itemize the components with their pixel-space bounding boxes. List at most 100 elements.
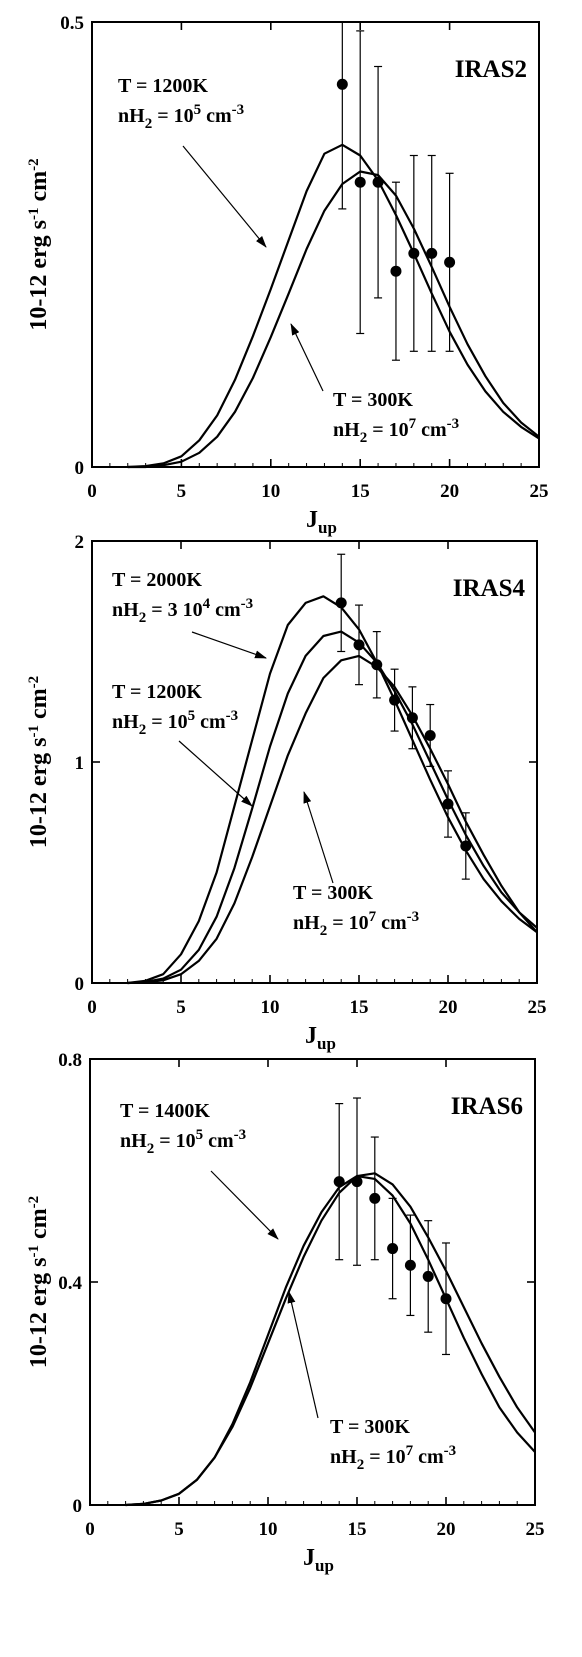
annotation-density-sup: 4	[203, 596, 211, 612]
x-axis-label: Jup	[303, 1545, 334, 1575]
annotation-temperature: T = 300K	[330, 1416, 410, 1438]
annotation-density: nH2 = 107 cm-3	[330, 1443, 456, 1473]
annotation-temperature: T = 1400K	[120, 1100, 210, 1122]
annotation-temperature: T = 300K	[333, 389, 413, 411]
data-point	[372, 176, 384, 188]
annotation-density-sub: 2	[145, 116, 153, 132]
annotation-density-sup: 7	[406, 1443, 414, 1459]
annotation-density-unit-sup: -3	[447, 416, 460, 432]
annotation-arrow	[191, 631, 267, 659]
plot-frame	[91, 21, 540, 468]
data-point	[406, 712, 418, 724]
annotation-temperature: T = 1200K	[118, 75, 208, 97]
annotation-density: nH2 = 105 cm-3	[118, 102, 244, 132]
x-axis-label-main: J	[303, 1545, 315, 1571]
y-tick-label: 1	[75, 753, 85, 774]
y-tick-label: 0.8	[58, 1050, 82, 1071]
annotation-arrow	[178, 740, 253, 807]
annotation-density-unit-sup: -3	[241, 596, 254, 612]
annotation-density-prefix: nH	[330, 1446, 357, 1468]
panel-title: IRAS2	[455, 56, 527, 83]
x-axis-label: Jup	[305, 1023, 336, 1053]
y-label-sup: -2	[26, 158, 42, 171]
annotation-density-prefix: nH	[293, 912, 320, 934]
annotation-arrow	[290, 323, 324, 392]
annotation-density: nH2 = 105 cm-3	[120, 1127, 246, 1157]
data-point	[387, 1243, 399, 1255]
annotation-density-sub: 2	[147, 1141, 155, 1157]
y-tick-label: 0.5	[60, 13, 84, 34]
data-point	[422, 1270, 434, 1282]
panel-title: IRAS6	[451, 1093, 523, 1120]
annotation-density-prefix: nH	[120, 1130, 147, 1152]
x-axis-label-main: J	[306, 507, 318, 533]
y-tick-label: 0	[75, 458, 85, 479]
y-label-sup: -1	[26, 208, 42, 221]
annotation-density-unit: cm	[413, 1446, 444, 1468]
annotation-density-unit-sup: -3	[407, 909, 420, 925]
y-tick-label: 0	[75, 974, 85, 995]
x-tick-label: 20	[437, 1519, 456, 1540]
y-tick-label: 0.4	[58, 1273, 82, 1294]
x-tick-label: 20	[440, 481, 459, 502]
data-point	[335, 597, 347, 609]
annotation-density-prefix: nH	[118, 105, 145, 127]
annotation-density-sup: 7	[409, 416, 417, 432]
annotation-temperature: T = 2000K	[112, 569, 202, 591]
data-point	[353, 639, 365, 651]
annotation-density-unit: cm	[376, 912, 407, 934]
annotation-density-mid: = 10	[327, 912, 368, 934]
x-tick-label: 20	[439, 997, 458, 1018]
annotation-density: nH2 = 3 104 cm-3	[112, 596, 253, 626]
y-label-sup: -1	[26, 725, 42, 738]
data-point	[336, 78, 348, 90]
x-axis-label-main: J	[305, 1023, 317, 1049]
annotation-density-prefix: nH	[112, 711, 139, 733]
annotation-arrow	[287, 1291, 319, 1419]
data-point	[333, 1176, 345, 1188]
y-label-part: 10-12	[26, 1312, 52, 1368]
data-point	[389, 694, 401, 706]
y-axis-label: 10-12 erg s-1 cm-2	[26, 158, 52, 330]
x-axis-label: Jup	[306, 507, 337, 537]
model-curve-3	[127, 654, 538, 985]
y-label-part: cm	[26, 688, 52, 725]
annotation-density-mid: = 10	[367, 419, 408, 441]
annotation-density-sup: 5	[196, 1127, 204, 1143]
y-label-sup: -1	[26, 1245, 42, 1258]
annotation-arrow	[210, 1170, 279, 1240]
x-tick-label: 15	[351, 481, 370, 502]
annotation-density-sup: 5	[194, 102, 202, 118]
annotation-density: nH2 = 107 cm-3	[333, 416, 459, 446]
y-label-part: cm	[26, 171, 52, 208]
annotation-arrow	[303, 791, 334, 884]
annotation-density-sub: 2	[139, 722, 147, 738]
data-point	[426, 247, 438, 259]
x-tick-label: 15	[350, 997, 369, 1018]
data-point	[408, 247, 420, 259]
y-label-sup: -2	[26, 1196, 42, 1209]
annotation-density-prefix: nH	[333, 419, 360, 441]
annotation-density-unit: cm	[210, 599, 241, 621]
data-point	[404, 1259, 416, 1271]
x-tick-label: 5	[176, 997, 186, 1018]
y-axis-label: 10-12 erg s-1 cm-2	[26, 676, 52, 848]
y-label-sup: -2	[26, 676, 42, 689]
x-tick-label: 25	[526, 1519, 545, 1540]
data-point	[369, 1192, 381, 1204]
annotation-density-sub: 2	[360, 430, 368, 446]
annotation-density-unit-sup: -3	[232, 102, 245, 118]
data-point	[390, 265, 402, 277]
data-point	[440, 1293, 452, 1305]
model-curve-2	[125, 1172, 536, 1507]
data-point	[354, 176, 366, 188]
annotation-density-sup: 5	[188, 708, 196, 724]
annotation-density-sup: 7	[369, 909, 377, 925]
y-label-part: erg s	[26, 220, 52, 275]
x-tick-label: 25	[530, 481, 549, 502]
annotation-density-mid: = 10	[152, 105, 193, 127]
annotation-density: nH2 = 105 cm-3	[112, 708, 238, 738]
